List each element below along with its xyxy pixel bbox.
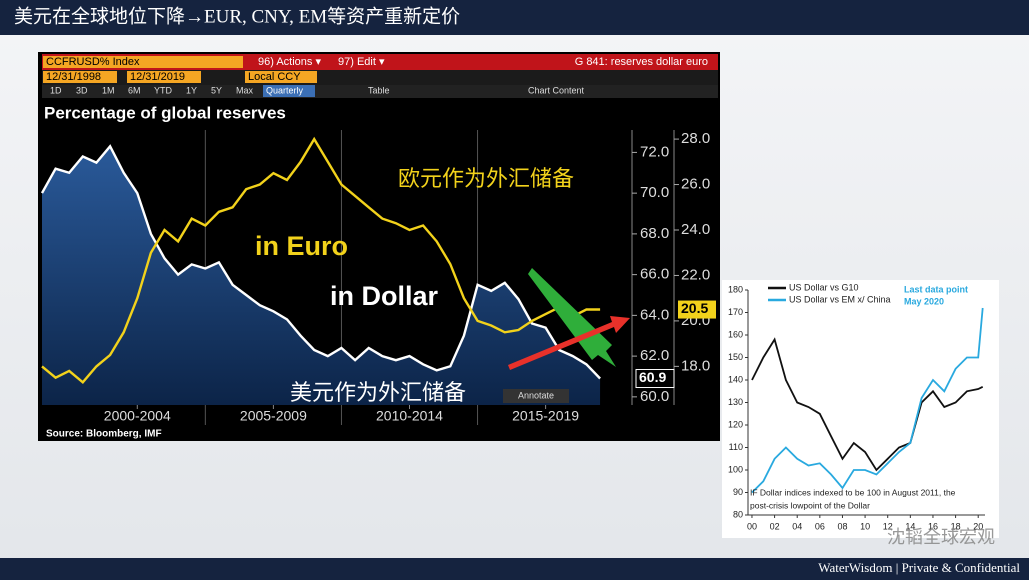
y-tick-label: 130	[728, 397, 743, 407]
toolbar-item[interactable]: Local CCY	[248, 71, 301, 83]
annotation: IF Dollar indices indexed to be 100 in A…	[750, 487, 956, 497]
green-arrow	[528, 268, 616, 367]
y-tick-label: 80	[733, 509, 743, 519]
toolbar-item[interactable]: 5Y	[211, 85, 222, 95]
toolbar-field	[43, 56, 243, 68]
x-tick-label: 2005-2009	[240, 408, 307, 424]
x-tick-label: 20	[973, 521, 983, 531]
toolbar-field	[43, 71, 117, 83]
toolbar-field	[127, 71, 201, 83]
toolbar-item[interactable]: Table	[368, 85, 390, 95]
legend-label: US Dollar vs EM x/ China	[789, 294, 891, 304]
series-name: in Dollar	[330, 281, 439, 311]
y-tick-label: 90	[733, 487, 743, 497]
red-arrow	[508, 316, 630, 370]
chart-title: Percentage of global reserves	[44, 103, 286, 122]
y-tick-label: 140	[728, 374, 743, 384]
series-line	[751, 337, 984, 472]
footer-text: WaterWisdom | Private & Confidential	[818, 560, 1020, 575]
y-tick-label: 170	[728, 307, 743, 317]
x-tick-label: 12	[883, 521, 893, 531]
annotation: post-crisis lowpoint of the Dollar	[750, 500, 870, 510]
toolbar-item[interactable]: 6M	[128, 85, 141, 95]
toolbar-item[interactable]: 1Y	[186, 85, 197, 95]
small-chart-panel	[722, 280, 999, 538]
x-tick-label: 06	[815, 521, 825, 531]
toolbar-bg	[42, 70, 718, 85]
y-tick-label: 110	[729, 442, 743, 452]
y-tick-label: 66.0	[640, 266, 669, 283]
x-tick-label: 10	[860, 521, 870, 531]
toolbar-item[interactable]: 3D	[76, 85, 88, 95]
series-line	[40, 144, 601, 380]
annotation: May 2020	[904, 296, 944, 306]
annotate-button	[503, 389, 569, 403]
series-line	[751, 307, 984, 494]
y-tick-label: 70.0	[640, 184, 669, 201]
footer-bar	[0, 558, 1029, 580]
annotate-button-label[interactable]: Annotate	[518, 390, 554, 400]
last-value-box	[678, 300, 716, 319]
header-bar	[0, 0, 1029, 35]
last-value-box	[635, 369, 675, 389]
toolbar-item[interactable]: 1D	[50, 85, 62, 95]
y2-tick-label: 22.0	[681, 266, 710, 283]
x-tick-label: 04	[792, 521, 802, 531]
toolbar-item[interactable]: G 841: reserves dollar euro	[575, 56, 708, 68]
area	[42, 146, 601, 406]
last-value-label: 60.9	[639, 369, 666, 385]
annotation: 欧元作为外汇储备	[398, 166, 574, 191]
toolbar-item[interactable]: 97) Edit ▾	[338, 56, 385, 68]
toolbar-field	[263, 85, 315, 97]
toolbar-item[interactable]: 12/31/1998	[46, 71, 101, 83]
toolbar-field	[245, 71, 317, 83]
y-tick-label: 68.0	[640, 225, 669, 242]
y-tick-label: 60.0	[640, 388, 669, 405]
y-tick-label: 120	[728, 419, 743, 429]
x-tick-label: 16	[928, 521, 938, 531]
chart-1: CCFRUSD% Index 96) Actions ▾ 97) Edit ▾ G 8…	[40, 54, 718, 440]
series-name: in Euro	[255, 231, 348, 261]
toolbar-item[interactable]: 12/31/2019	[130, 71, 185, 83]
x-tick-label: 2000-2004	[104, 408, 171, 424]
y2-tick-label: 18.0	[681, 357, 710, 374]
last-value-label: 20.5	[681, 300, 708, 316]
y-tick-label: 160	[728, 329, 743, 339]
annotation: Last data point	[904, 284, 968, 294]
annotation: 美元作为外汇储备	[290, 380, 466, 405]
slide-title: 美元在全球地位下降→EUR, CNY, EM等资产重新定价	[14, 5, 460, 27]
legend-label: US Dollar vs G10	[789, 282, 859, 292]
y-tick-label: 64.0	[640, 306, 669, 323]
x-tick-label: 02	[770, 521, 780, 531]
chart-2: 80 90 100 110 120 130 140 150 160 170 180 00 02 04 06 0…	[728, 282, 985, 531]
x-tick-label: 14	[905, 521, 915, 531]
y2-tick-label: 26.0	[681, 176, 710, 193]
toolbar-item[interactable]: CCFRUSD% Index	[46, 56, 140, 68]
toolbar-item[interactable]: Chart Content	[528, 85, 585, 95]
toolbar-bg	[42, 85, 718, 98]
y2-tick-label: 28.0	[681, 130, 710, 147]
source: Source: Bloomberg, IMF	[46, 429, 162, 440]
toolbar-item[interactable]: YTD	[154, 85, 173, 95]
x-tick-label: 2010-2014	[376, 408, 443, 424]
y-tick-label: 62.0	[640, 347, 669, 364]
x-tick-label: 00	[747, 521, 757, 531]
toolbar-item[interactable]: Max	[236, 85, 254, 95]
series-line	[41, 136, 601, 384]
y-tick-label: 180	[728, 284, 743, 294]
x-tick-label: 08	[837, 521, 847, 531]
x-tick-label: 2015-2019	[512, 408, 579, 424]
y-tick-label: 150	[728, 352, 743, 362]
toolbar-item[interactable]: Quarterly	[266, 85, 304, 95]
toolbar-item[interactable]: 1M	[102, 85, 115, 95]
y2-tick-label: 24.0	[681, 221, 710, 238]
watermark: 沈韬全球宏观	[887, 527, 995, 547]
toolbar-item[interactable]: 96) Actions ▾	[258, 56, 321, 68]
y-tick-label: 72.0	[640, 143, 669, 160]
y-tick-label: 100	[728, 464, 743, 474]
x-tick-label: 18	[951, 521, 961, 531]
